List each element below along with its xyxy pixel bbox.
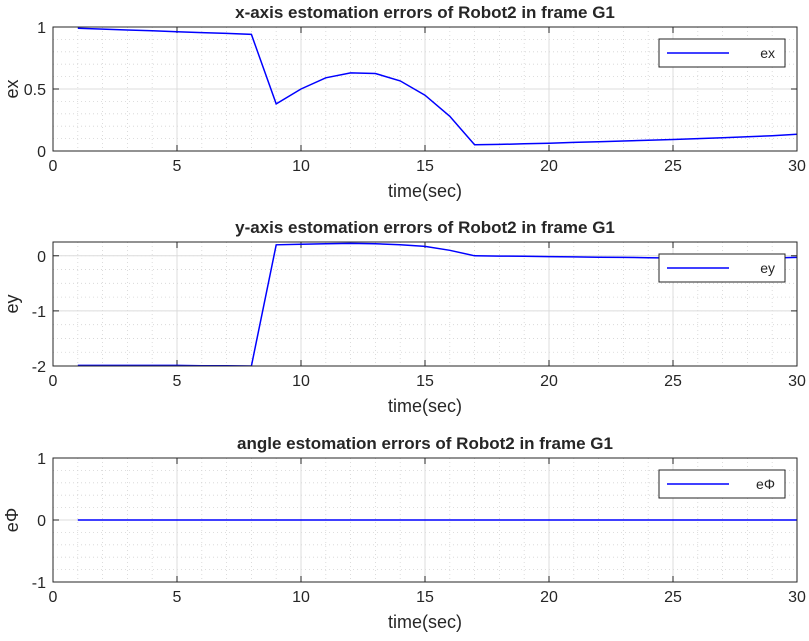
x-tick-label: 25 <box>664 373 682 390</box>
legend-label: ey <box>760 260 775 276</box>
legend-label: ex <box>760 45 775 61</box>
axes-frame <box>52 457 798 583</box>
x-tick-label: 0 <box>49 373 58 390</box>
x-tick-label: 15 <box>416 373 434 390</box>
x-axis-label: time(sec) <box>388 181 462 201</box>
y-axis-label: ey <box>2 294 22 313</box>
y-tick-label: -2 <box>32 359 46 376</box>
axes-frame <box>52 241 798 367</box>
x-tick-label: 30 <box>788 589 806 606</box>
x-tick-label: 0 <box>49 158 58 175</box>
chart-1: 0 5 10 15 20 25 30 0 0.5 1 x-axis estomation error… <box>2 3 806 201</box>
chart-title: angle estomation errors of Robot2 in fra… <box>237 434 613 453</box>
x-tick-label: 15 <box>416 158 434 175</box>
legend: ex <box>658 38 786 68</box>
x-tick-label: 10 <box>292 158 310 175</box>
x-tick-label: 5 <box>173 158 182 175</box>
x-tick-label: 15 <box>416 589 434 606</box>
y-tick-label: -1 <box>32 575 46 592</box>
legend-label: eΦ <box>756 476 775 492</box>
y-tick-label: 0 <box>37 513 46 530</box>
x-tick-label: 5 <box>173 373 182 390</box>
x-tick-label: 25 <box>664 589 682 606</box>
x-tick-label: 5 <box>173 589 182 606</box>
chart-title: x-axis estomation errors of Robot2 in fr… <box>235 3 615 22</box>
chart-title: y-axis estomation errors of Robot2 in fr… <box>235 218 615 237</box>
x-tick-label: 0 <box>49 589 58 606</box>
series-line-ex <box>77 27 797 146</box>
x-tick-label: 30 <box>788 373 806 390</box>
x-tick-label: 20 <box>540 373 558 390</box>
y-axis-label: eΦ <box>2 508 22 532</box>
x-tick-label: 10 <box>292 589 310 606</box>
y-tick-label: -1 <box>32 304 46 321</box>
x-tick-label: 30 <box>788 158 806 175</box>
x-axis-label: time(sec) <box>388 396 462 416</box>
x-tick-label: 10 <box>292 373 310 390</box>
legend: ey <box>658 253 786 283</box>
x-tick-label: 25 <box>664 158 682 175</box>
y-tick-label: 1 <box>37 451 46 468</box>
axes-frame <box>52 26 798 152</box>
chart-2: 0 5 10 15 20 25 30 -2 -1 0 y-axis estomation error… <box>2 218 806 416</box>
legend: eΦ <box>658 469 786 499</box>
x-tick-label: 20 <box>540 589 558 606</box>
x-axis-label: time(sec) <box>388 612 462 632</box>
y-tick-label: 0.5 <box>24 82 46 99</box>
y-tick-label: 1 <box>37 20 46 37</box>
y-tick-label: 0 <box>37 144 46 161</box>
y-tick-label: 0 <box>37 249 46 266</box>
y-axis-label: ex <box>2 79 22 98</box>
x-tick-label: 20 <box>540 158 558 175</box>
